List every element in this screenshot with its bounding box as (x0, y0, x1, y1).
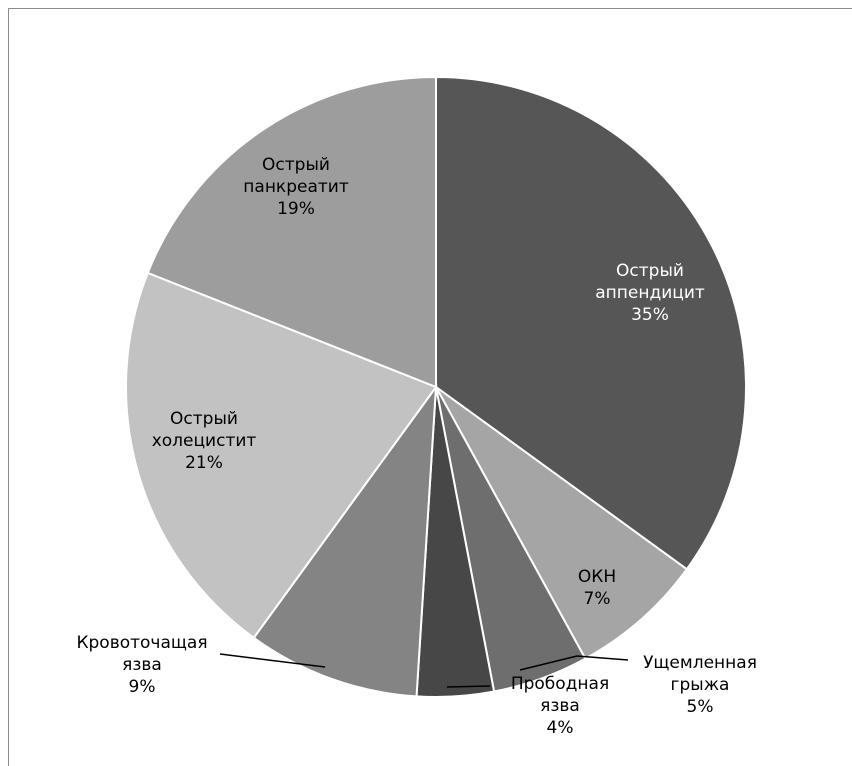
slice-category-label: аппендицит (595, 283, 705, 303)
slice-category-label: ОКН (578, 567, 616, 587)
leader-lines (219, 653, 629, 688)
slice-labels: Острыйаппендицит35%ОКН7%Ущемленнаягрыжа5… (76, 155, 756, 738)
slice-category-label: язва (122, 655, 162, 675)
pie-slice (435, 75, 747, 571)
slice-value-label: 19% (277, 199, 315, 219)
pie-slice (124, 271, 438, 640)
slice-category-label: Острый (170, 409, 238, 429)
chart-frame (8, 8, 852, 766)
pie-slices (124, 75, 747, 698)
pie-slice (252, 383, 438, 698)
slice-value-label: 7% (584, 589, 611, 609)
pie-slice (146, 75, 437, 389)
slice-category-label: панкреатит (243, 177, 349, 197)
slice-value-label: 9% (129, 677, 156, 697)
slice-value-label: 35% (631, 305, 669, 325)
leader-line (219, 653, 326, 668)
slice-category-label: язва (540, 696, 580, 716)
slice-category-label: Острый (616, 261, 684, 281)
slice-category-label: Острый (262, 155, 330, 175)
slice-value-label: 4% (547, 718, 574, 738)
slice-category-label: Ущемленная (643, 653, 757, 673)
slice-category-label: Кровоточащая (76, 633, 207, 653)
leader-line (446, 685, 491, 688)
slice-value-label: 21% (185, 453, 223, 473)
slice-category-label: грыжа (671, 675, 730, 695)
leader-line (519, 655, 629, 671)
slice-category-label: Прободная (511, 674, 609, 694)
slice-value-label: 5% (687, 697, 714, 717)
slice-category-label: холецистит (152, 431, 257, 451)
